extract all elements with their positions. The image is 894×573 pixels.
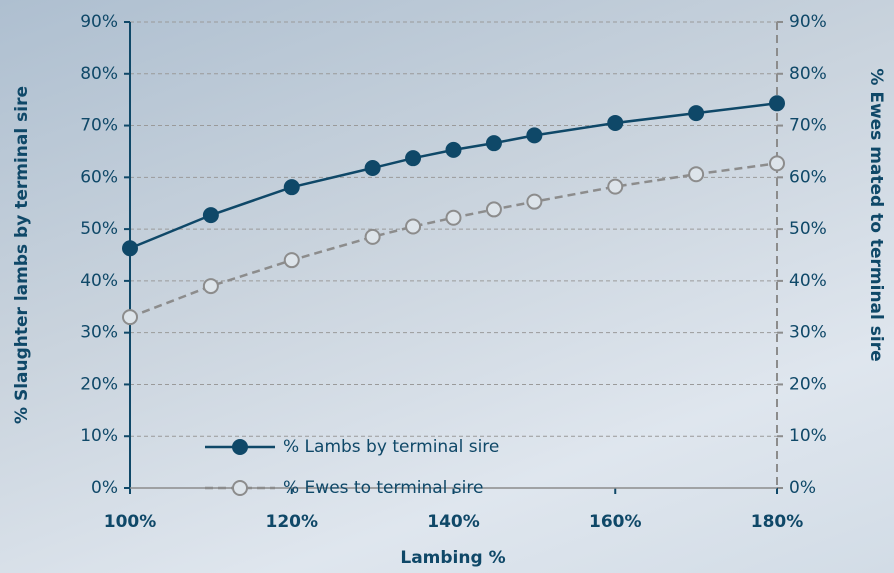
y-tick-label: 20%	[80, 374, 118, 394]
legend-label: % Lambs by terminal sire	[283, 437, 499, 457]
point	[405, 150, 422, 167]
y-tick-label: 60%	[80, 167, 118, 187]
point	[202, 207, 219, 224]
y-tick-label: 40%	[80, 271, 118, 291]
point	[445, 141, 462, 158]
y2-axis-label: % Ewes mated to terminal sire	[866, 68, 886, 361]
point	[485, 135, 502, 152]
point	[769, 95, 785, 112]
y-tick-label: 70%	[80, 116, 118, 136]
series-line	[129, 162, 778, 319]
point	[526, 127, 543, 144]
y-tick-label: 10%	[80, 426, 118, 446]
x-tick-label: 140%	[427, 512, 480, 532]
x-tick-label: 160%	[589, 512, 642, 532]
y-tick-label: 50%	[80, 219, 118, 239]
point	[364, 160, 381, 177]
point	[485, 201, 502, 218]
y2-tick-label: 90%	[789, 12, 827, 32]
point	[364, 228, 381, 245]
point	[202, 278, 219, 295]
y2-tick-label: 80%	[789, 64, 827, 84]
y2-tick-label: 30%	[789, 323, 827, 343]
point	[607, 178, 624, 195]
legend-marker	[232, 439, 248, 455]
point	[526, 193, 543, 210]
y2-tick-label: 70%	[789, 116, 827, 136]
y-axis-label: % Slaughter lambs by terminal sire	[12, 86, 32, 424]
point	[688, 105, 705, 122]
point	[607, 114, 624, 131]
y-tick-label: 90%	[80, 12, 118, 32]
x-tick-label: 100%	[104, 512, 157, 532]
point	[283, 252, 300, 269]
point	[283, 179, 300, 196]
y2-tick-label: 20%	[789, 374, 827, 394]
y-tick-label: 0%	[91, 478, 118, 498]
y2-tick-label: 60%	[789, 167, 827, 187]
y2-tick-label: 50%	[789, 219, 827, 239]
legend-label: % Ewes to terminal sire	[283, 478, 483, 498]
point	[445, 209, 462, 226]
y-tick-label: 80%	[80, 64, 118, 84]
legend-marker	[232, 480, 248, 496]
x-tick-label: 120%	[265, 512, 318, 532]
point	[122, 309, 138, 326]
series-line	[129, 102, 778, 250]
y2-tick-label: 0%	[789, 478, 816, 498]
x-axis-label: Lambing %	[400, 548, 505, 568]
point	[122, 240, 138, 257]
y2-tick-label: 40%	[789, 271, 827, 291]
point	[688, 166, 705, 183]
y2-tick-label: 10%	[789, 426, 827, 446]
point	[769, 155, 785, 172]
point	[405, 218, 422, 235]
y-tick-label: 30%	[80, 323, 118, 343]
x-tick-label: 180%	[751, 512, 804, 532]
